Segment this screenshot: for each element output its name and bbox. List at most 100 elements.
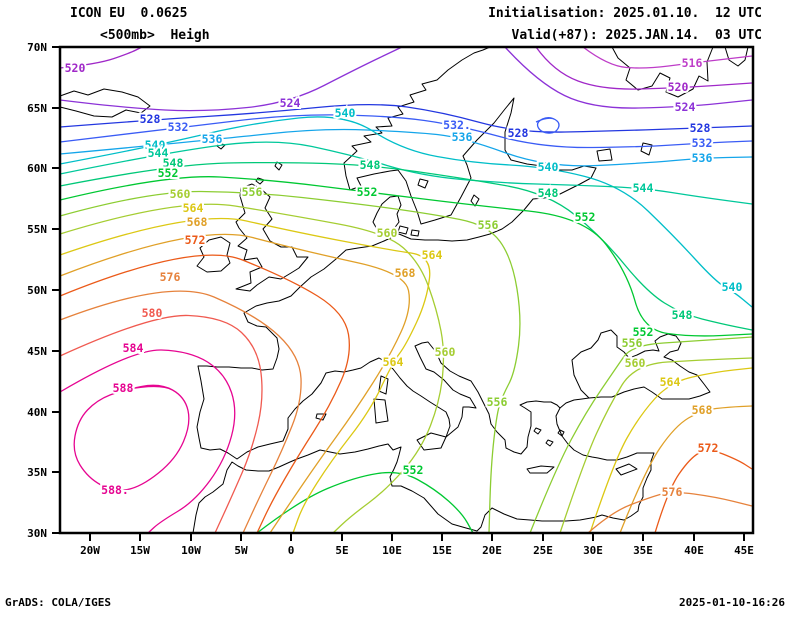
contour-label-576: 576 <box>160 270 181 284</box>
coastline-danish-islands <box>397 225 420 237</box>
contour-label-540: 540 <box>538 160 559 174</box>
chart-title-model: ICON EU 0.0625 <box>70 6 188 21</box>
contour-label-552: 552 <box>633 325 654 339</box>
coastline-corsica <box>378 375 389 395</box>
contour-line-540 <box>59 116 753 308</box>
contour-label-524: 524 <box>675 100 696 114</box>
contour-label-552: 552 <box>403 463 424 477</box>
coastline-ireland <box>196 236 231 273</box>
contour-line-568 <box>619 405 753 534</box>
contour-line-580 <box>59 314 263 534</box>
y-axis-label-60N: 60N <box>27 162 47 175</box>
x-axis-label-45E: 45E <box>734 544 754 557</box>
contour-label-588: 588. <box>101 483 129 497</box>
x-axis-label-10E: 10E <box>382 544 402 557</box>
grads-credit: GrADS: COLA/IGES <box>5 596 111 609</box>
contour-label-580: 580 <box>142 306 163 320</box>
contour-line-520 <box>59 46 143 69</box>
contour-label-528: 528 <box>140 112 161 126</box>
coastline-great-britain <box>235 183 309 292</box>
y-axis-label-30N: 30N <box>27 527 47 540</box>
x-axis-label-10W: 10W <box>181 544 201 557</box>
contour-lines <box>59 46 753 534</box>
coastline-lake-ladoga <box>596 148 613 162</box>
contour-line-564 <box>59 217 431 534</box>
y-axis-label-70N: 70N <box>27 41 47 54</box>
contour-line-576 <box>59 290 302 534</box>
contour-label-548: 548 <box>672 308 693 322</box>
contour-line-564 <box>589 367 753 534</box>
coastline-sicily <box>416 432 447 451</box>
contour-label-552: 552 <box>357 185 378 199</box>
contour-label-520: 520 <box>668 80 689 94</box>
contour-line-568 <box>59 233 410 534</box>
contour-label-532: 532 <box>168 120 189 134</box>
contour-label-532: 532 <box>692 136 713 150</box>
coastline-gotland <box>470 194 480 207</box>
contour-label-552: 552 <box>575 210 596 224</box>
coastline-jutland <box>372 195 402 234</box>
contour-line-520 <box>535 46 753 90</box>
contour-label-588: 588 <box>113 381 134 395</box>
y-axis-label-40N: 40N <box>27 406 47 419</box>
contour-label-572: 572 <box>698 441 719 455</box>
y-axis-label-55N: 55N <box>27 223 47 236</box>
coastline-kanin <box>724 46 749 67</box>
contour-label-560: 560 <box>377 226 398 240</box>
x-axis-label-5W: 5W <box>234 544 248 557</box>
x-axis-label-5E: 5E <box>335 544 348 557</box>
y-axis-label-35N: 35N <box>27 466 47 479</box>
coastline-aegean-islands <box>533 427 565 447</box>
contour-line-528 <box>59 103 753 133</box>
contour-line-572 <box>59 254 350 534</box>
x-axis-label-20W: 20W <box>80 544 100 557</box>
contour-label-540: 540 <box>145 138 166 152</box>
contour-line-560 <box>559 357 753 534</box>
contour-label-540: 540 <box>335 106 356 120</box>
contour-label-560: 560 <box>625 356 646 370</box>
contour-label-536: 536 <box>452 130 473 144</box>
x-axis-label-25E: 25E <box>533 544 553 557</box>
contour-label-520: 520 <box>65 61 86 75</box>
creation-timestamp: 2025-01-10-16:26 <box>679 596 785 609</box>
y-axis-label-50N: 50N <box>27 284 47 297</box>
coastline-baltic-south <box>383 167 597 242</box>
contour-line-588 <box>73 384 190 491</box>
contour-label-544: 544 <box>633 181 654 195</box>
x-axis-label-0: 0 <box>288 544 295 557</box>
contour-label-516: 516 <box>682 56 703 70</box>
contour-label-556: 556 <box>487 395 508 409</box>
coastline-black-sea <box>571 329 711 400</box>
contour-label-556: 556 <box>242 185 263 199</box>
contour-label-556: 556 <box>478 218 499 232</box>
contour-label-564: 564 <box>660 375 681 389</box>
contour-line-516 <box>582 46 753 69</box>
x-axis-label-35E: 35E <box>633 544 653 557</box>
contour-label-548: 548 <box>360 158 381 172</box>
contour-label-564: 564 <box>183 201 204 215</box>
contour-label-568: 568 <box>187 215 208 229</box>
map-frame <box>58 45 755 535</box>
contour-line-524 <box>504 46 753 109</box>
contour-line-532 <box>59 114 753 149</box>
x-axis-label-30E: 30E <box>583 544 603 557</box>
contour-label-568: 568 <box>395 266 416 280</box>
contour-line-536 <box>59 128 753 167</box>
contour-label-544: 544 <box>148 146 169 160</box>
y-axis-label-65N: 65N <box>27 102 47 115</box>
contour-line-552 <box>59 176 753 337</box>
coastline-west-europe-iberia-italy-balkans <box>196 240 590 460</box>
contour-line-544 <box>59 141 753 205</box>
chart-title-field: <500mb> Heigh <box>100 28 210 43</box>
contour-line-576 <box>587 491 753 534</box>
contour-line-532 <box>535 116 560 134</box>
coastline-sardinia <box>373 398 389 424</box>
contour-line-552 <box>256 471 474 534</box>
contour-label-564: 564 <box>383 355 404 369</box>
coastline-norway-west <box>343 46 491 191</box>
x-axis-label-15E: 15E <box>432 544 452 557</box>
coastline-cyprus <box>615 463 638 476</box>
contour-line-548 <box>59 161 753 331</box>
